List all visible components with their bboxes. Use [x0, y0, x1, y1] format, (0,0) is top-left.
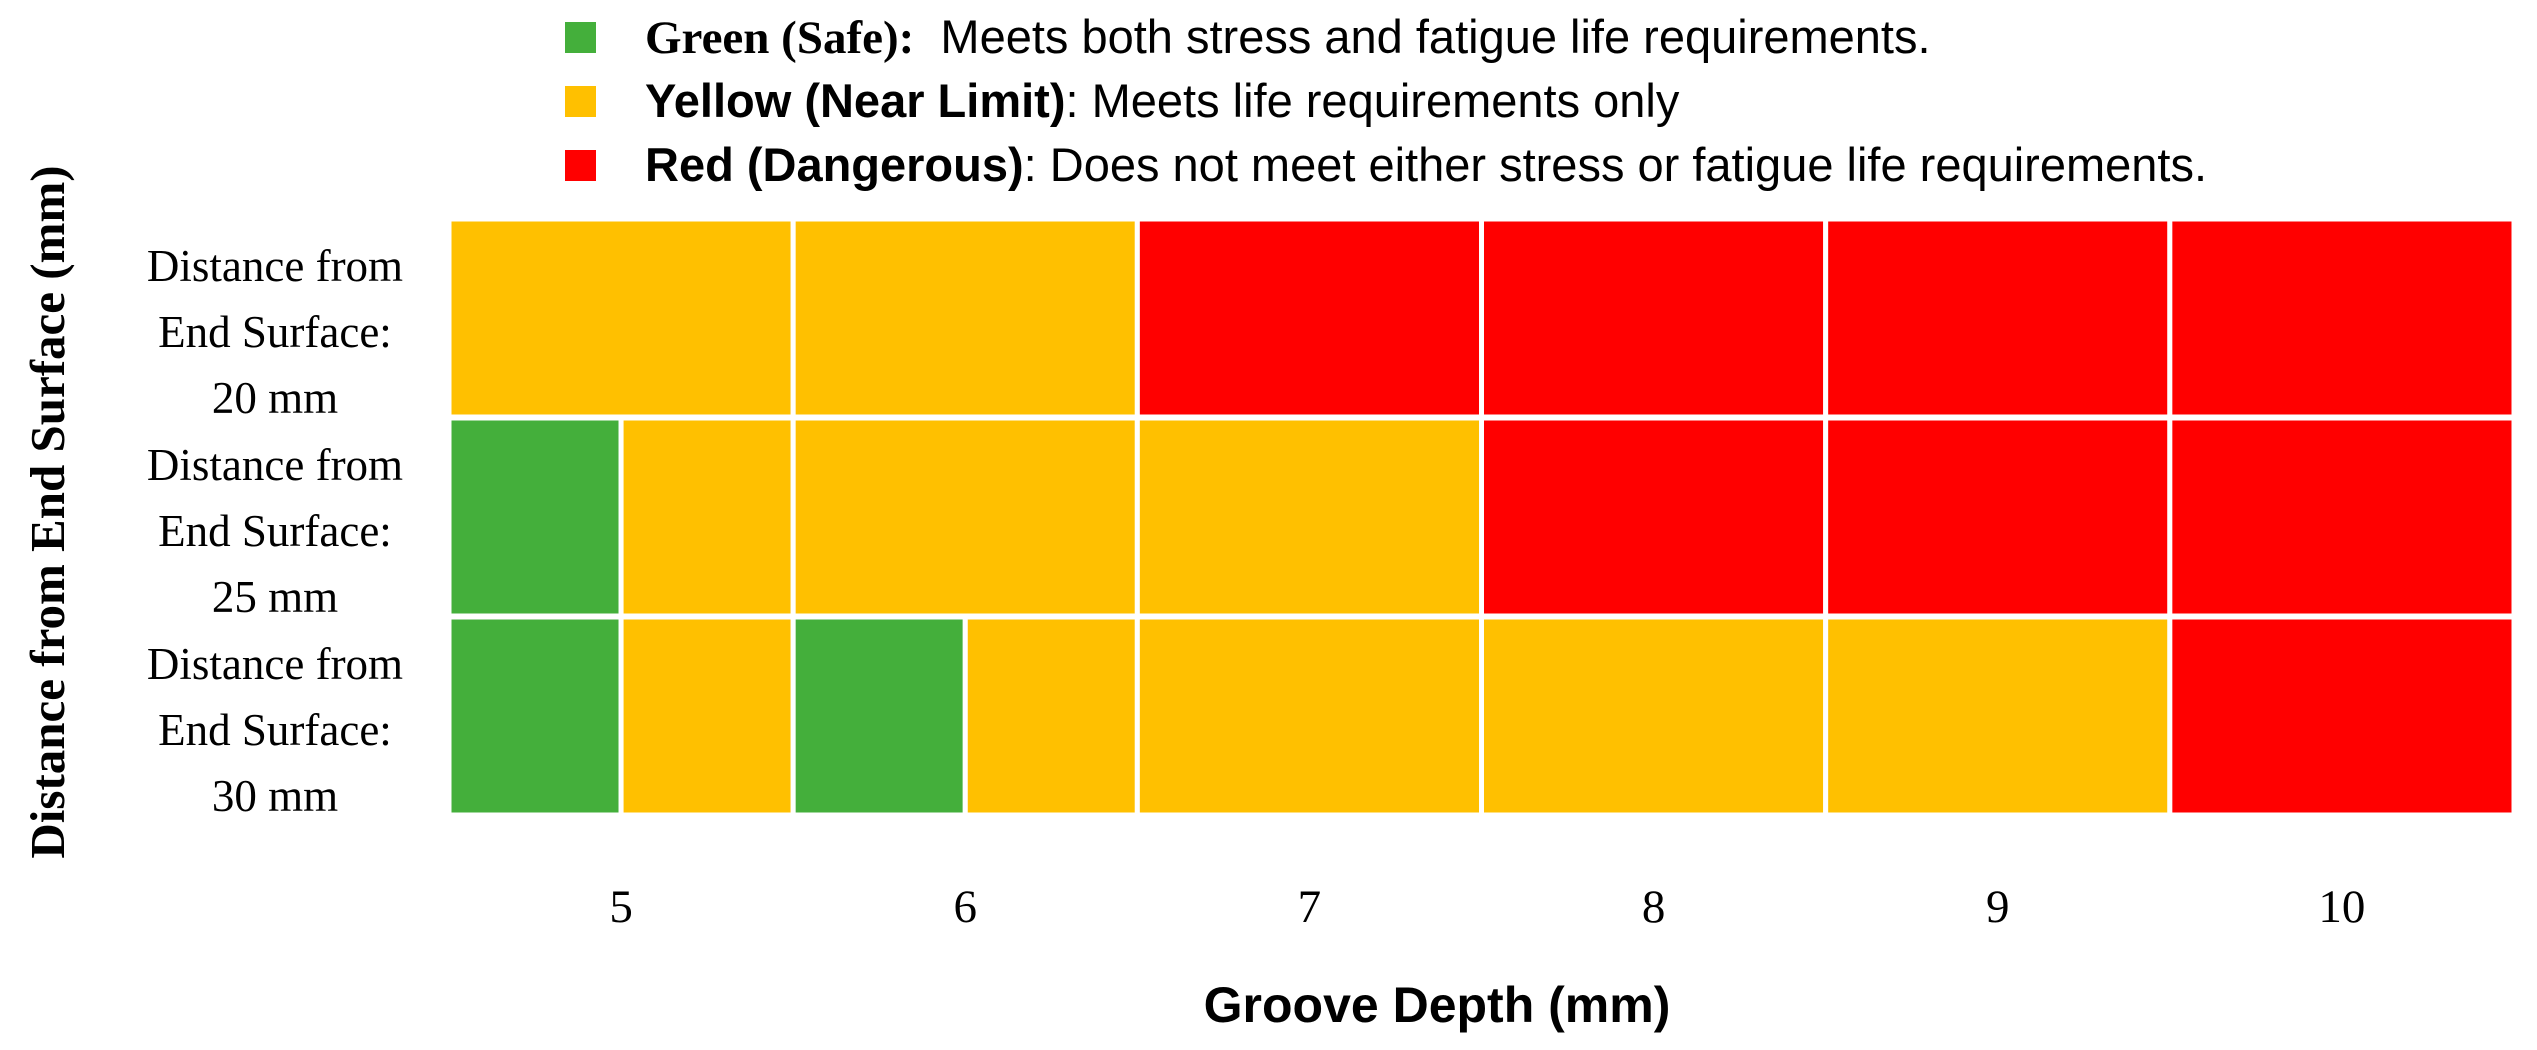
- row-label-line: End Surface:: [158, 705, 392, 755]
- legend-description: : Does not meet either stress or fatigue…: [1024, 138, 2207, 191]
- legend-entry-yellow: Yellow (Near Limit): Meets life requirem…: [645, 74, 1680, 127]
- row-label-line: 25 mm: [212, 572, 338, 622]
- heatmap-cell-yellow: [618, 415, 796, 619]
- heatmap-cell-red: [1823, 216, 2173, 420]
- legend-bold-label: Green (Safe):: [645, 12, 914, 64]
- row-label-line: 30 mm: [212, 771, 338, 821]
- heatmap-cell-yellow: [618, 614, 796, 818]
- legend-description: : Meets life requirements only: [1065, 74, 1679, 127]
- heatmap-cell-yellow: [962, 614, 1140, 818]
- x-tick-label: 9: [1986, 881, 2010, 933]
- heatmap-cell-green: [446, 614, 624, 818]
- heatmap-cell-green: [446, 415, 624, 619]
- heatmap-cell-red: [2167, 415, 2517, 619]
- heatmap-cell-green: [790, 614, 968, 818]
- x-axis-label: Groove Depth (mm): [1204, 977, 1671, 1033]
- row-label: Distance from End Surface: 20 mm: [147, 241, 403, 423]
- y-axis-label: Distance from End Surface (mm): [20, 165, 75, 858]
- heatmap-cells: [446, 216, 2517, 818]
- legend-bold-label: Yellow (Near Limit): [645, 74, 1065, 127]
- heatmap-cell-red: [1479, 415, 1829, 619]
- heatmap-cell-yellow: [790, 216, 1140, 420]
- heatmap-cell-red: [1134, 216, 1485, 420]
- legend-swatch-green: [565, 22, 596, 53]
- x-tick-label: 6: [954, 881, 978, 933]
- heatmap-cell-yellow: [1134, 415, 1485, 619]
- legend-entry-red: Red (Dangerous): Does not meet either st…: [645, 138, 2207, 191]
- legend-description: Meets both stress and fatigue life requi…: [914, 10, 1930, 63]
- heatmap-cell-yellow: [446, 216, 796, 420]
- heatmap-cell-yellow: [1134, 614, 1485, 818]
- x-tick-label: 5: [609, 881, 633, 933]
- heatmap-cell-red: [1823, 415, 2173, 619]
- row-label-line: Distance from: [147, 241, 403, 291]
- row-label: Distance from End Surface: 30 mm: [147, 639, 403, 821]
- row-label-line: End Surface:: [158, 307, 392, 357]
- x-tick-label: 7: [1298, 881, 1322, 933]
- legend-swatch-red: [565, 150, 596, 181]
- legend: Green (Safe): Meets both stress and fati…: [565, 10, 2207, 191]
- x-tick-label: 10: [2318, 881, 2365, 933]
- legend-swatch-yellow: [565, 86, 596, 117]
- row-label-line: 20 mm: [212, 373, 338, 423]
- row-label-line: End Surface:: [158, 506, 392, 556]
- legend-entry-green: Green (Safe): Meets both stress and fati…: [645, 10, 1931, 64]
- legend-bold-label: Red (Dangerous): [645, 138, 1024, 191]
- heatmap-cell-yellow: [1479, 614, 1829, 818]
- heatmap-cell-red: [2167, 614, 2517, 818]
- heatmap-cell-yellow: [1823, 614, 2173, 818]
- heatmap-cell-yellow: [790, 415, 1140, 619]
- x-tick-labels: 5 6 7 8 9 10: [609, 881, 2365, 933]
- heatmap-cell-red: [2167, 216, 2517, 420]
- heatmap-cell-red: [1479, 216, 1829, 420]
- x-tick-label: 8: [1642, 881, 1666, 933]
- row-label-line: Distance from: [147, 440, 403, 490]
- row-label: Distance from End Surface: 25 mm: [147, 440, 403, 622]
- row-label-line: Distance from: [147, 639, 403, 689]
